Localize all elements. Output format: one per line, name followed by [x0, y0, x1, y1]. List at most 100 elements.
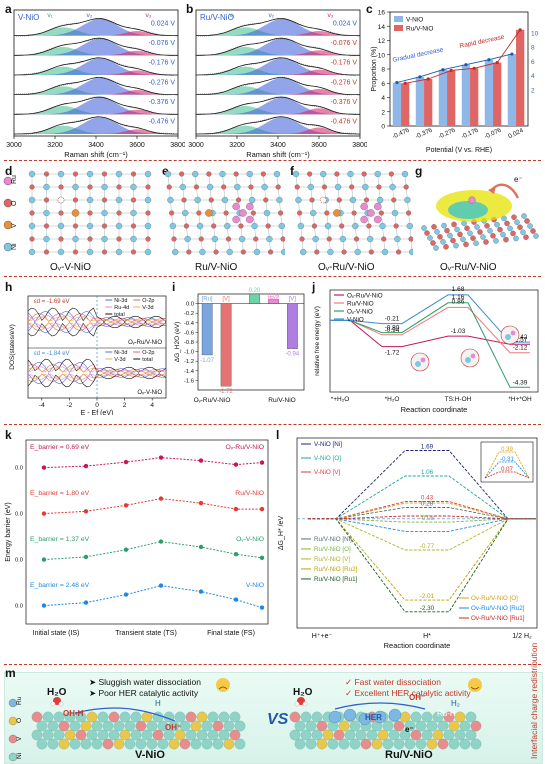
legend-atom-label: O [16, 718, 23, 723]
slab-sphere [196, 711, 208, 723]
atom-o [336, 197, 342, 203]
chart-k-point [198, 458, 204, 463]
slab-sphere [294, 738, 306, 750]
slab-atom [524, 218, 530, 224]
atom-o [393, 223, 399, 229]
slab-sphere [75, 729, 87, 741]
chart-j-value-label: 1.68 [452, 286, 465, 293]
raman-sample-name: V-NiO [18, 13, 39, 22]
slab-atom [450, 237, 456, 244]
chart-k-series-line [43, 498, 262, 515]
slab-sphere [80, 720, 92, 732]
chart-k-point [83, 509, 89, 514]
atom-o [29, 184, 35, 190]
slab-atom [443, 244, 449, 250]
atom-o [211, 223, 217, 229]
chart-i-value-label: -1.07 [200, 358, 214, 364]
chart-l-value-label: -2.30 [420, 605, 435, 612]
atom-ni [251, 222, 258, 230]
atom-o [363, 197, 370, 203]
atom-ni [310, 209, 317, 217]
chart-c-bar [507, 54, 517, 126]
atom-o [179, 171, 185, 177]
raman-potential-label: -0.276 V [331, 79, 358, 86]
slab-sphere [31, 729, 43, 741]
slab-sphere [454, 729, 466, 741]
atom-ni [211, 235, 219, 243]
chart-k-barrier-label: E_barrier = 2.48 eV [30, 582, 90, 589]
label-h2: H₂ [451, 699, 460, 708]
slab-atom [483, 239, 489, 245]
slab-atom [421, 225, 427, 231]
chart-j-value-label: -1.42 [513, 334, 528, 341]
chart-c-x-tick-label: 0.024 [507, 127, 525, 140]
energy-barrier-plot: Energy barrier (eV) E_barrier = 0.69 eV Oᵥ… [5, 439, 269, 637]
oxygen-vacancy [319, 196, 327, 204]
atom-o [72, 249, 79, 255]
atom-ni [379, 222, 386, 230]
slab-atom [431, 224, 437, 230]
raman-potential-label: -0.176 V [331, 60, 358, 67]
chart-l-x-tick-label: 1/2 H₂ [512, 633, 532, 640]
chart-k-x-tick-label: Transient state (TS) [115, 630, 177, 637]
slab-atom [460, 236, 466, 243]
structure-ov-ru-v-nio [292, 170, 413, 256]
atom-o [253, 236, 259, 242]
slab-sphere [465, 711, 477, 723]
slab-sphere [168, 738, 180, 750]
chart-j-legend-label: Oᵥ-V-NiO [347, 309, 373, 316]
atom-o [116, 184, 122, 190]
slab-sphere [333, 729, 345, 741]
atom-ni [182, 209, 189, 217]
atom-o [208, 197, 214, 203]
chart-l-frame [296, 437, 538, 629]
slab-atom [504, 220, 510, 227]
slab-sphere [135, 738, 147, 750]
atom-ni [86, 248, 94, 256]
slab-sphere [415, 720, 427, 732]
atom-o [72, 197, 79, 203]
chart-c-point [472, 66, 476, 70]
free-energy-diagram: 1.681.160.86 -0.21 -0.80-0.94 -1.72 -1.03 -1.… [314, 286, 539, 414]
slab-sphere [212, 720, 224, 732]
atom-ni [366, 235, 374, 243]
slab-sphere [470, 738, 482, 750]
chart-i-value-label: 0.09 [268, 293, 280, 299]
panel-label-m: m [5, 666, 16, 680]
raman-fit-line [14, 18, 178, 37]
label-h-left: H [155, 699, 161, 708]
chart-c-bar [401, 83, 410, 126]
raman-data-points [16, 57, 174, 76]
raman-component-0 [196, 46, 360, 56]
water-hydrogen [294, 701, 300, 707]
raman-fit-line [14, 77, 178, 96]
atom-ni [261, 183, 268, 191]
slab-atom [493, 238, 499, 244]
slab-sphere [371, 738, 383, 750]
left-point-2-text: Poor HER catalytic activity [98, 688, 199, 698]
slab-sphere [157, 738, 169, 750]
slab-atom [497, 226, 503, 233]
raman-potential-label: -0.276 V [149, 79, 176, 86]
slab-sphere [207, 729, 219, 741]
legend-atom-label: V [16, 736, 23, 741]
atom-ru [367, 209, 375, 217]
slab-atom [470, 235, 476, 241]
atom-o [314, 249, 320, 255]
slab-sphere [135, 720, 147, 732]
slab-sphere [42, 729, 54, 741]
chart-l-legend-label: V-NiO [O] [314, 455, 341, 462]
raman-data-points [16, 96, 174, 115]
slab-sphere [58, 738, 70, 750]
raman-potential-label: -0.376 V [331, 99, 358, 106]
chart-c-x-tick-label: -0.376 [414, 126, 434, 140]
atom-o [130, 197, 137, 203]
legend-atom-label: O [11, 200, 18, 206]
raman-component-2 [14, 70, 178, 75]
slab-sphere [179, 738, 191, 750]
label-electron: e⁻ [405, 725, 414, 734]
slab-atom [513, 235, 519, 242]
atom-ni [199, 248, 206, 256]
raman-x-tick-label: 3200 [47, 142, 63, 149]
atom-o [349, 184, 355, 190]
